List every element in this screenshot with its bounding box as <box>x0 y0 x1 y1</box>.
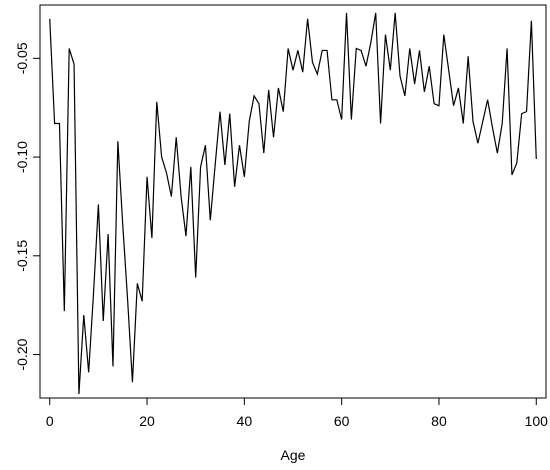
series-layer <box>49 12 537 395</box>
x-tick-label: 80 <box>431 413 447 429</box>
y-tick-label: -0.05 <box>14 42 30 74</box>
plot-frame <box>39 4 547 399</box>
y-axis: -0.20 -0.15 -0.10 -0.05 <box>14 42 40 371</box>
series-line <box>49 12 537 395</box>
y-tick-label: -0.15 <box>14 240 30 272</box>
y-tick-label: -0.20 <box>14 338 30 370</box>
x-tick-label: 0 <box>46 413 54 429</box>
x-tick-label: 60 <box>334 413 350 429</box>
y-tick-label: -0.10 <box>14 141 30 173</box>
x-tick-label: 100 <box>525 413 549 429</box>
x-tick-label: 40 <box>237 413 253 429</box>
x-axis-label: Age <box>281 447 306 463</box>
x-tick-label: 20 <box>139 413 155 429</box>
x-axis: 0 20 40 60 80 100 <box>46 398 548 429</box>
